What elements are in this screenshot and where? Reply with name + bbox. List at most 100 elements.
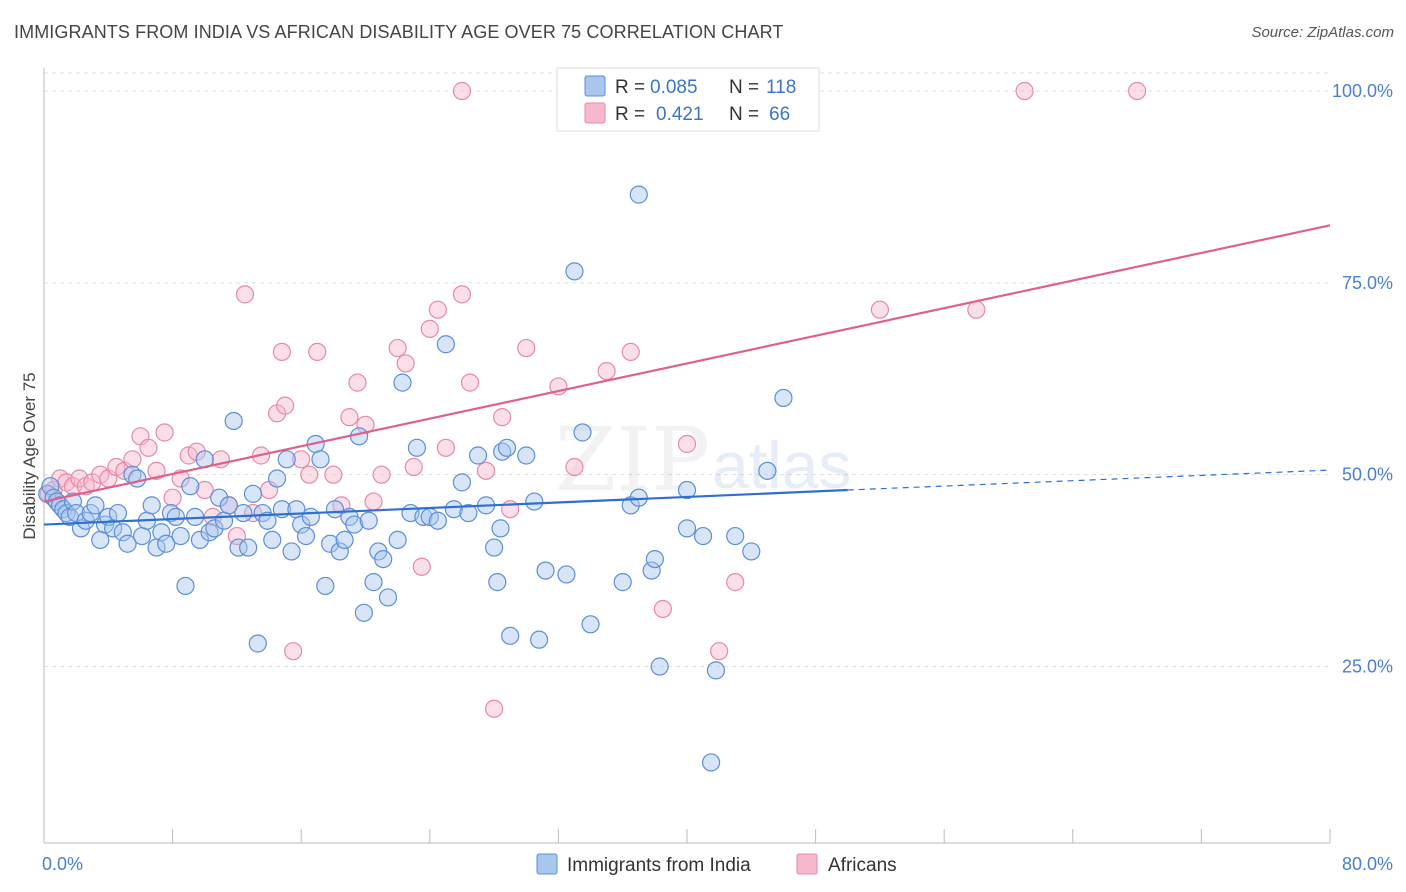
- scatter-point: [870, 300, 890, 319]
- scatter-point: [677, 480, 697, 500]
- scatter-point: [292, 515, 311, 534]
- legend-n-label-blue: N =: [729, 77, 759, 98]
- scatter-point: [393, 373, 412, 392]
- y-tick-label: 75.0%: [1342, 273, 1393, 293]
- scatter-point: [677, 434, 697, 454]
- scatter-point: [258, 511, 277, 530]
- scatter-point: [113, 523, 132, 542]
- scatter-point: [497, 438, 517, 457]
- legend-r-label-pink: R =: [615, 104, 645, 125]
- scatter-point: [219, 496, 238, 515]
- scatter-point: [677, 519, 697, 538]
- scatter-point: [501, 626, 520, 645]
- scatter-point: [284, 642, 303, 661]
- scatter-point: [517, 446, 536, 465]
- scatter-point: [301, 507, 320, 526]
- watermark-atlas: atlas: [712, 428, 851, 502]
- scatter-point: [243, 503, 263, 523]
- y-axis-title: Disability Age Over 75: [20, 372, 39, 539]
- scatter-point: [372, 465, 391, 484]
- scatter-point: [292, 450, 311, 469]
- scatter-point: [272, 342, 292, 362]
- bottom-legend-swatch-pink: [796, 853, 818, 875]
- scatter-point: [642, 561, 661, 580]
- scatter-point: [147, 461, 166, 480]
- scatter-point: [176, 576, 195, 596]
- scatter-point: [171, 469, 190, 488]
- y-tick-label: 100.0%: [1332, 81, 1393, 101]
- scatter-point: [308, 342, 327, 362]
- scatter-point: [166, 507, 185, 526]
- scatter-point: [488, 573, 507, 592]
- scatter-point: [629, 185, 648, 204]
- scatter-point: [340, 408, 359, 427]
- bottom-legend-swatch-blue: [536, 853, 558, 875]
- scatter-point: [354, 603, 373, 622]
- scatter-point: [452, 81, 472, 101]
- scatter-point: [436, 335, 455, 354]
- scatter-point: [311, 450, 330, 469]
- scatter-point: [436, 438, 455, 457]
- scatter-point: [468, 446, 488, 465]
- scatter-point: [224, 411, 243, 431]
- scatter-point: [171, 526, 190, 546]
- scatter-point: [359, 511, 378, 530]
- scatter-point: [525, 492, 544, 511]
- scatter-point: [491, 519, 510, 538]
- bottom-legend-label-pink: Africans: [828, 855, 897, 876]
- chart-source: Source: ZipAtlas.com: [1251, 24, 1394, 41]
- y-tick-label: 25.0%: [1342, 657, 1393, 677]
- chart-title: IMMIGRANTS FROM INDIA VS AFRICAN DISABIL…: [14, 22, 784, 42]
- scatter-point: [726, 573, 745, 592]
- scatter-point: [41, 477, 60, 496]
- scatter-point: [123, 450, 142, 469]
- scatter-point: [758, 461, 777, 480]
- scatter-point: [330, 542, 349, 561]
- scatter-point: [214, 511, 234, 530]
- scatter-point: [693, 526, 713, 546]
- scatter-point: [364, 492, 383, 511]
- scatter-point: [444, 500, 464, 519]
- series-africans: [39, 81, 1147, 718]
- scatter-point: [420, 319, 439, 338]
- bottom-legend-label-blue: Immigrants from India: [567, 855, 751, 876]
- legend-r-label-blue: R =: [615, 77, 645, 98]
- scatter-point: [335, 530, 354, 550]
- scatter-point: [621, 342, 640, 362]
- trend-line-immigrants-from-india: [43, 488, 848, 526]
- legend-n-value-pink: 66: [769, 104, 790, 125]
- trend-lines: [43, 224, 1331, 526]
- trend-line-africans: [43, 224, 1331, 503]
- scatter-point: [267, 469, 287, 488]
- scatter-point: [597, 361, 616, 381]
- scatter-point: [565, 262, 584, 281]
- legend-n-label-pink: N =: [729, 104, 759, 125]
- scatter-point: [118, 534, 137, 553]
- scatter-point: [142, 496, 161, 515]
- scatter-point: [476, 461, 496, 480]
- watermark: ZIP atlas: [555, 408, 851, 511]
- legend-r-value-pink: 0.421: [656, 104, 704, 125]
- stats-legend: R = 0.085 N = 118 R = 0.421 N = 66: [556, 67, 820, 132]
- scatter-point: [774, 388, 793, 408]
- legend-swatch-pink: [584, 102, 606, 124]
- scatter-point: [710, 642, 729, 661]
- scatter-point: [157, 534, 176, 553]
- scatter-point: [227, 526, 246, 546]
- scatter-point: [726, 526, 745, 546]
- scatter-point: [324, 465, 343, 484]
- scatter-point: [276, 396, 295, 415]
- scatter-point: [248, 634, 267, 653]
- scatter-point: [108, 503, 128, 523]
- series-immigrants-from-india: [38, 185, 793, 772]
- scatter-point: [459, 503, 478, 523]
- scatter-point: [86, 496, 105, 515]
- y-tick-label: 50.0%: [1342, 465, 1393, 485]
- scatter-point: [325, 500, 345, 519]
- scatter-point: [181, 477, 200, 496]
- trend-line-extension-immigrants-from-india: [847, 469, 1331, 491]
- x-tick-label-max: 80.0%: [1342, 854, 1393, 874]
- scatter-point: [967, 300, 986, 319]
- scatter-point: [650, 657, 669, 676]
